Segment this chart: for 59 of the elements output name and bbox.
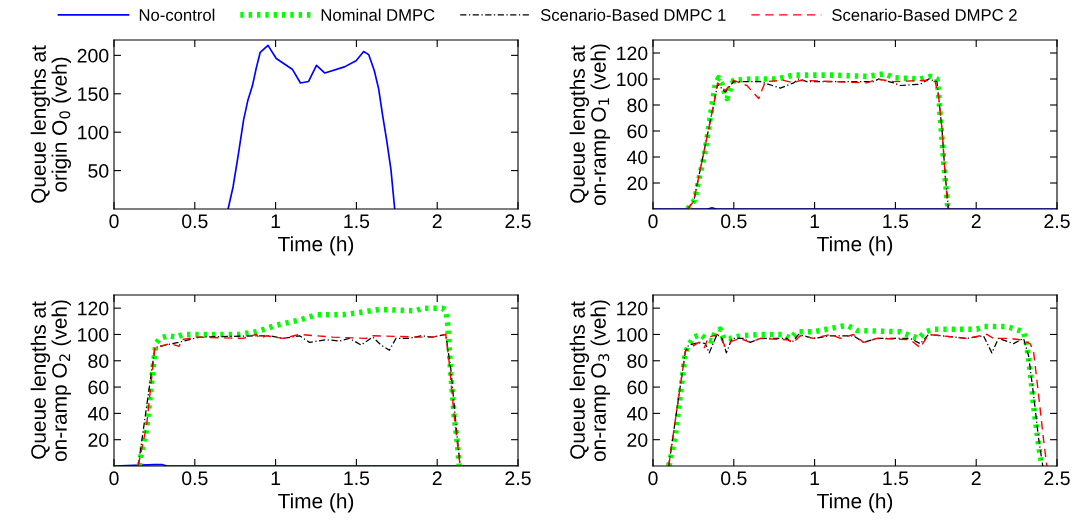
- legend-label: No-control: [139, 8, 215, 21]
- y-tick-label: 120: [617, 46, 648, 61]
- y-tick-label: 20: [88, 433, 109, 447]
- y-tick-label: 120: [78, 301, 109, 316]
- x-tick-label: 2: [971, 214, 981, 228]
- x-tick-label: 1.5: [344, 214, 370, 229]
- x-tick-label: 1: [810, 471, 820, 485]
- x-tick-label: 0.5: [182, 214, 208, 229]
- y-tick-label: 200: [77, 48, 109, 63]
- y-axis-title: Queue lengths at on-ramp O$_{2}$ (veh): [30, 300, 71, 462]
- x-tick-label: 1: [271, 471, 281, 485]
- x-tick-label: 1: [810, 214, 820, 228]
- x-tick-label: 0.5: [182, 471, 208, 486]
- y-tick-label: 60: [627, 124, 648, 139]
- legend-label: Scenario-Based DMPC 1: [540, 8, 726, 21]
- y-tick-label: 120: [617, 301, 648, 316]
- x-tick-label: 2.5: [1044, 471, 1070, 486]
- x-axis-title: Time (h): [817, 493, 893, 513]
- x-axis-title: Time (h): [278, 493, 354, 513]
- x-tick-label: 2: [432, 214, 442, 228]
- x-tick-label: 2: [432, 471, 442, 485]
- y-axis-title: Queue lengths at on-ramp O$_{1}$ (veh): [569, 44, 610, 206]
- x-tick-label: 1.5: [883, 471, 909, 486]
- x-tick-label: 1: [271, 214, 281, 228]
- y-tick-label: 100: [78, 125, 109, 140]
- legend-label: Nominal DMPC: [321, 8, 435, 21]
- y-tick-label: 60: [627, 380, 648, 395]
- y-tick-label: 100: [78, 327, 109, 342]
- y-axis-title: Queue lengths at origin O$_{0}$ (veh): [30, 45, 71, 203]
- x-tick-label: 0: [109, 214, 119, 229]
- x-tick-label: 0.5: [721, 214, 747, 229]
- x-tick-label: 2.5: [505, 471, 531, 486]
- x-axis-title: Time (h): [817, 236, 893, 256]
- line-series: [227, 44, 396, 209]
- y-tick-label: 20: [627, 433, 648, 447]
- x-axis-title: Time (h): [278, 236, 354, 256]
- y-tick-label: 100: [617, 72, 648, 87]
- y-tick-label: 80: [88, 354, 109, 369]
- x-tick-label: 2.5: [1044, 214, 1070, 229]
- y-tick-label: 40: [626, 406, 648, 421]
- y-tick-label: 50: [88, 164, 109, 178]
- x-tick-label: 1.5: [344, 471, 370, 486]
- y-tick-label: 60: [88, 380, 109, 395]
- legend-label: Scenario-Based DMPC 2: [832, 8, 1017, 21]
- y-tick-label: 40: [626, 150, 648, 165]
- x-tick-label: 0: [648, 471, 658, 486]
- y-tick-label: 20: [627, 176, 648, 191]
- x-tick-label: 0.5: [721, 471, 747, 486]
- y-tick-label: 40: [87, 406, 109, 421]
- x-tick-label: 0: [109, 471, 119, 486]
- x-tick-label: 0: [648, 214, 658, 229]
- y-tick-label: 80: [627, 354, 648, 369]
- x-tick-label: 2: [971, 471, 981, 485]
- x-tick-label: 2.5: [505, 214, 531, 229]
- y-tick-label: 80: [627, 98, 648, 113]
- y-axis-title: Queue lengths at on-ramp O$_{3}$ (veh): [569, 300, 610, 462]
- x-tick-label: 1.5: [883, 214, 909, 229]
- y-tick-label: 150: [78, 87, 109, 102]
- y-tick-label: 100: [617, 327, 648, 342]
